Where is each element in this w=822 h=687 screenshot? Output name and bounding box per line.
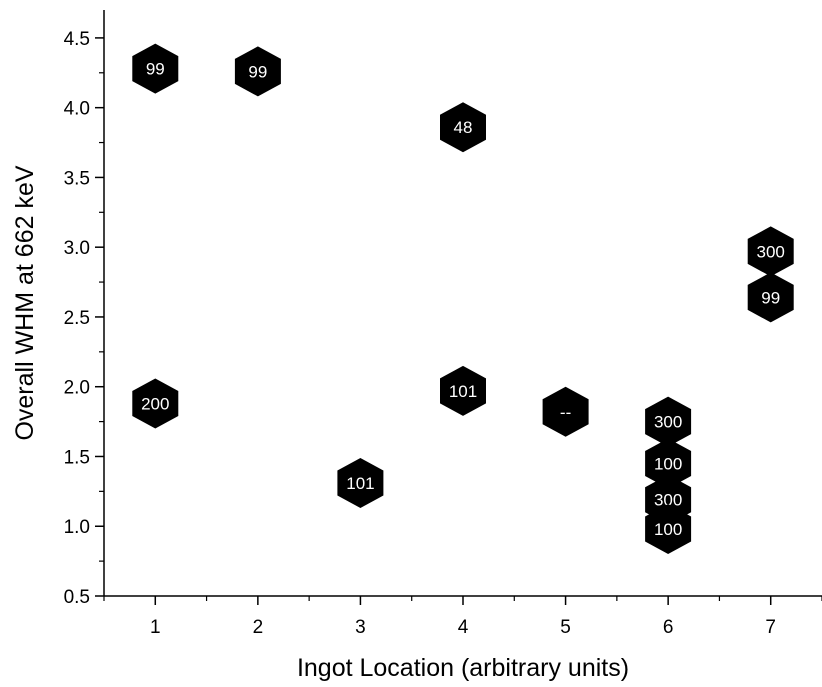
hexagon-marker (440, 102, 486, 153)
data-point: 99 (132, 43, 179, 94)
hexagon-marker (542, 386, 589, 437)
hexagon-marker (645, 504, 692, 554)
x-tick-label: 1 (150, 617, 161, 638)
hexagon-marker (645, 438, 692, 489)
y-tick-label: 3.0 (64, 238, 90, 259)
point-label: 99 (761, 288, 780, 307)
data-point: -- (542, 386, 589, 437)
y-tick-label: 3.5 (64, 168, 90, 189)
axis-ticks: 0.5 1.0 1.5 2.0 2.5 3.0 3.5 4.0 4.5 1 2 3 4 5 6 7 (64, 29, 822, 638)
hexagon-marker (337, 458, 384, 508)
data-point: 100 (645, 504, 692, 554)
data-point: 101 (337, 458, 384, 508)
x-tick-label: 7 (765, 617, 776, 638)
hexagon-marker (645, 396, 692, 447)
y-tick-label: 1.0 (64, 517, 90, 538)
point-label: 99 (248, 62, 267, 81)
x-tick-label: 4 (458, 617, 469, 638)
point-label: 100 (654, 454, 682, 473)
y-tick-label: 2.0 (64, 378, 90, 399)
data-point: 48 (440, 102, 486, 153)
data-point: 99 (747, 272, 794, 323)
y-tick-label: 4.5 (64, 29, 90, 50)
hexagon-marker (440, 365, 486, 416)
x-tick-label: 2 (253, 617, 264, 638)
x-tick-label: 3 (355, 617, 366, 638)
axes (103, 10, 822, 597)
point-label: -- (560, 403, 571, 422)
hexagon-marker (747, 226, 794, 277)
data-point: 200 (132, 378, 179, 429)
data-point: 100 (645, 438, 692, 489)
point-label: 48 (454, 118, 473, 137)
point-label: 101 (346, 474, 374, 493)
y-axis-title: Overall WHM at 662 keV (11, 165, 39, 440)
data-point: 300 (747, 226, 794, 277)
data-point: 101 (440, 365, 486, 416)
point-label: 200 (141, 394, 169, 413)
hexagon-marker (234, 46, 281, 97)
hexagon-marker (747, 272, 794, 323)
x-axis-title: Ingot Location (arbitrary units) (297, 654, 629, 682)
point-label: 101 (449, 382, 477, 401)
y-tick-label: 0.5 (64, 587, 90, 608)
data-point: 300 (645, 396, 692, 447)
data-point: 99 (234, 46, 281, 97)
y-tick-label: 2.5 (64, 308, 90, 329)
point-label: 99 (146, 60, 165, 79)
point-label: 300 (654, 491, 682, 510)
point-label: 300 (654, 413, 682, 432)
point-label: 300 (757, 242, 785, 261)
point-label: 100 (654, 520, 682, 539)
y-tick-label: 1.5 (64, 447, 90, 468)
y-tick-label: 4.0 (64, 99, 90, 120)
x-tick-label: 6 (663, 617, 674, 638)
data-points: 99 99 48 300 99 200 101 -- 300 101 100 300 100 (132, 43, 794, 554)
x-tick-label: 5 (560, 617, 571, 638)
hexagon-marker (132, 378, 179, 429)
hexagon-marker (132, 43, 179, 94)
